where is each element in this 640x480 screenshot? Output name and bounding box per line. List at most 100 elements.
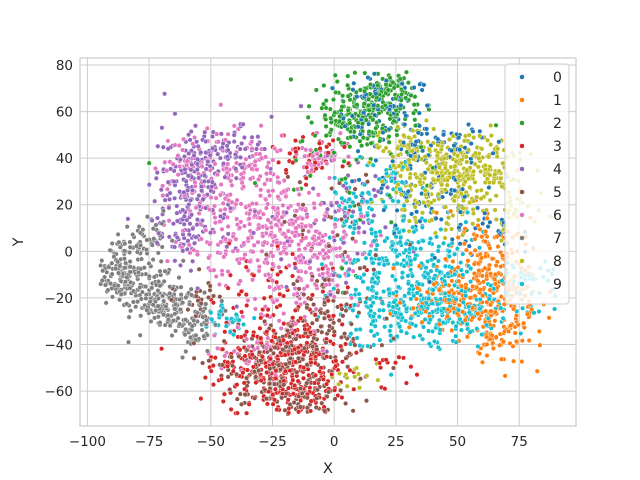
point-series-1 bbox=[498, 263, 504, 270]
point-series-7 bbox=[117, 244, 123, 250]
point-series-7 bbox=[194, 310, 200, 316]
point-series-8 bbox=[460, 232, 466, 238]
point-series-4 bbox=[180, 248, 186, 254]
point-series-8 bbox=[395, 152, 402, 158]
x-tick-label: −75 bbox=[135, 434, 164, 450]
point-series-4 bbox=[233, 175, 239, 181]
point-series-1 bbox=[410, 305, 416, 311]
point-series-9 bbox=[466, 304, 472, 310]
point-series-6 bbox=[331, 294, 337, 300]
point-series-0 bbox=[480, 221, 486, 227]
point-series-8 bbox=[410, 128, 416, 134]
point-series-5 bbox=[238, 401, 245, 407]
point-series-5 bbox=[291, 399, 297, 406]
point-series-6 bbox=[276, 264, 282, 270]
point-series-7 bbox=[113, 266, 119, 272]
point-series-9 bbox=[372, 230, 379, 236]
point-series-6 bbox=[247, 221, 253, 227]
point-series-7 bbox=[172, 311, 178, 317]
point-series-9 bbox=[418, 303, 424, 310]
point-series-1 bbox=[479, 359, 486, 365]
point-series-9 bbox=[436, 243, 442, 250]
point-series-8 bbox=[498, 237, 505, 244]
point-series-8 bbox=[391, 163, 397, 169]
point-series-1 bbox=[510, 343, 516, 349]
point-series-9 bbox=[464, 321, 470, 327]
point-series-3 bbox=[312, 160, 318, 166]
point-series-6 bbox=[265, 271, 272, 277]
point-series-9 bbox=[477, 306, 483, 312]
point-series-7 bbox=[122, 265, 128, 271]
point-series-9 bbox=[365, 190, 371, 196]
plot-frame bbox=[79, 57, 577, 427]
point-series-1 bbox=[498, 294, 504, 300]
point-series-2 bbox=[386, 192, 392, 198]
point-series-9 bbox=[361, 182, 368, 188]
point-series-7 bbox=[157, 268, 163, 274]
point-series-7 bbox=[99, 277, 105, 284]
point-series-7 bbox=[144, 307, 150, 313]
point-series-8 bbox=[390, 154, 396, 160]
point-series-0 bbox=[459, 186, 466, 192]
point-series-1 bbox=[471, 271, 477, 277]
point-series-8 bbox=[401, 132, 407, 138]
point-series-5 bbox=[352, 186, 358, 192]
point-series-6 bbox=[277, 147, 283, 153]
point-series-4 bbox=[187, 137, 193, 143]
point-series-6 bbox=[241, 256, 247, 262]
point-series-7 bbox=[127, 239, 133, 245]
point-series-7 bbox=[179, 354, 186, 361]
point-series-1 bbox=[444, 313, 450, 319]
point-series-5 bbox=[356, 201, 362, 208]
point-series-8 bbox=[344, 383, 350, 389]
point-series-4 bbox=[194, 217, 200, 223]
point-series-5 bbox=[339, 306, 345, 312]
point-series-3 bbox=[317, 368, 323, 375]
point-series-9 bbox=[383, 171, 390, 177]
point-series-3 bbox=[244, 367, 250, 373]
point-series-4 bbox=[181, 221, 187, 227]
point-series-9 bbox=[370, 318, 376, 324]
point-series-4 bbox=[195, 143, 201, 149]
point-series-6 bbox=[294, 186, 301, 192]
point-series-8 bbox=[444, 182, 450, 188]
point-series-9 bbox=[422, 218, 428, 224]
point-series-9 bbox=[486, 296, 492, 302]
point-series-4 bbox=[292, 265, 298, 271]
point-series-8 bbox=[417, 179, 423, 185]
point-series-3 bbox=[271, 328, 277, 334]
point-series-3 bbox=[243, 292, 249, 298]
point-series-0 bbox=[426, 279, 433, 285]
point-series-6 bbox=[279, 133, 285, 139]
point-series-6 bbox=[303, 223, 309, 229]
point-series-9 bbox=[435, 248, 441, 254]
point-series-4 bbox=[149, 217, 155, 224]
point-series-8 bbox=[434, 153, 440, 159]
point-series-6 bbox=[184, 158, 190, 164]
point-series-7 bbox=[144, 237, 150, 243]
point-series-5 bbox=[185, 307, 191, 313]
point-series-6 bbox=[166, 218, 172, 224]
point-series-9 bbox=[468, 265, 474, 272]
point-series-4 bbox=[191, 240, 198, 246]
point-series-3 bbox=[335, 392, 341, 399]
point-series-7 bbox=[199, 327, 205, 333]
point-series-0 bbox=[420, 148, 426, 154]
point-series-5 bbox=[228, 354, 235, 360]
point-series-9 bbox=[412, 256, 418, 262]
point-series-4 bbox=[186, 231, 192, 238]
point-series-7 bbox=[121, 248, 128, 254]
point-series-1 bbox=[436, 287, 442, 293]
x-tick-label: −100 bbox=[69, 434, 106, 450]
point-series-6 bbox=[287, 242, 293, 248]
point-series-0 bbox=[419, 87, 425, 93]
point-series-9 bbox=[464, 269, 470, 275]
point-series-9 bbox=[408, 258, 414, 264]
point-series-8 bbox=[412, 133, 418, 139]
point-series-3 bbox=[257, 325, 263, 331]
point-series-9 bbox=[354, 274, 360, 280]
point-series-2 bbox=[359, 143, 365, 149]
point-series-9 bbox=[435, 258, 441, 264]
point-series-6 bbox=[217, 219, 223, 225]
